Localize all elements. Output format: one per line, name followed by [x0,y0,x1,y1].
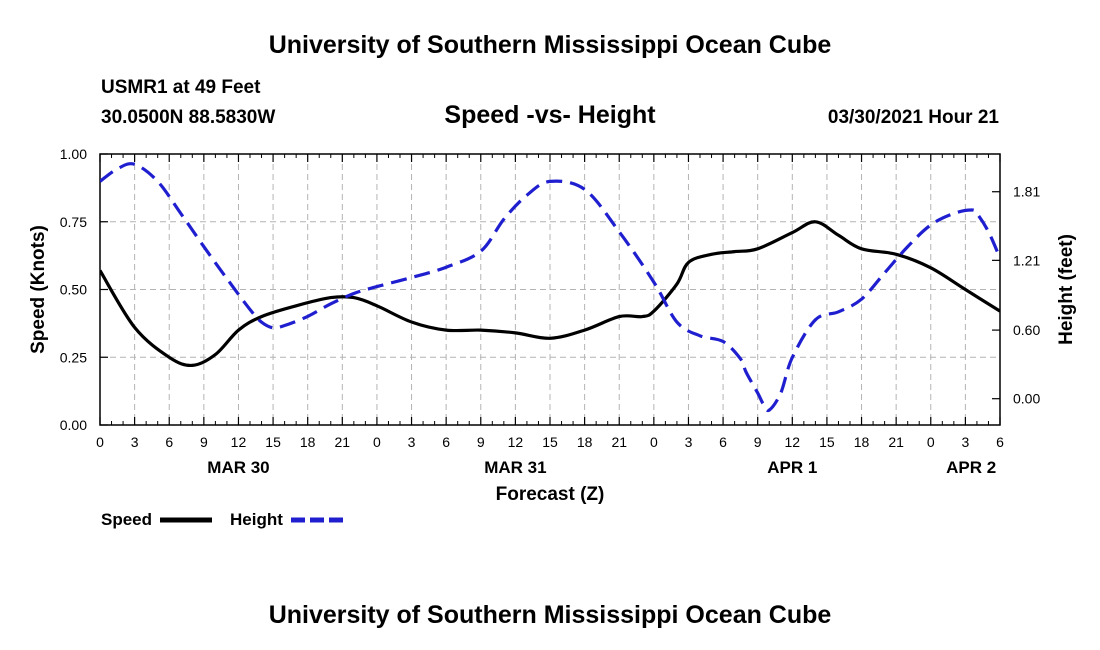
series-line-speed [100,220,1000,368]
y-axis-label: Speed (Knots) [28,225,49,354]
x-tick-label: 15 [265,434,281,450]
x-tick-label: 6 [442,434,450,450]
legend-height-label: Height [230,510,283,529]
x-tick-label: 9 [477,434,485,450]
x-tick-label: 12 [231,434,247,450]
x-tick-label: 21 [888,434,904,450]
x-tick-label: 6 [165,434,173,450]
x-tick-label: 0 [927,434,935,450]
x-tick-label: 12 [785,434,801,450]
datetime-label: 03/30/2021 Hour 21 [827,107,999,128]
x-tick-label: 15 [542,434,558,450]
x-tick-label: 18 [854,434,870,450]
x-tick-label: 3 [961,434,969,450]
y-tick-label: 1.00 [60,146,87,162]
x-tick-label: 21 [611,434,627,450]
x-axis-label: Forecast (Z) [496,484,605,505]
y-tick-label: 0.25 [60,349,87,365]
date-label: APR 2 [946,458,996,477]
footer-title: University of Southern Mississippi Ocean… [268,601,832,629]
date-label: APR 1 [767,458,817,477]
legend-speed-label: Speed [101,510,153,529]
x-tick-label: 3 [131,434,139,450]
y-right-axis-label: Height (feet) [1056,234,1077,345]
y-tick-label: 0.00 [60,417,87,433]
date-label: MAR 31 [484,458,546,477]
x-tick-label: 18 [577,434,593,450]
chart-subtitle: Speed -vs- Height [444,101,656,129]
series-line-height [100,162,1000,413]
y-right-tick-label: 0.00 [1013,391,1040,407]
y-tick-label: 0.50 [60,282,87,298]
x-tick-label: 15 [819,434,835,450]
x-tick-label: 9 [200,434,208,450]
coordinates-label: 30.0500N 88.5830W [101,107,276,128]
y-right-tick-label: 1.81 [1013,184,1040,200]
date-label: MAR 30 [207,458,269,477]
x-tick-label: 18 [300,434,316,450]
x-tick-label: 0 [373,434,381,450]
y-right-tick-label: 1.21 [1013,252,1040,268]
y-tick-label: 0.75 [60,214,87,230]
x-tick-label: 0 [650,434,658,450]
chart-title: University of Southern Mississippi Ocean… [268,31,832,59]
x-tick-label: 6 [719,434,727,450]
x-tick-label: 0 [96,434,104,450]
x-tick-label: 9 [754,434,762,450]
station-label: USMR1 at 49 Feet [101,77,261,98]
x-tick-label: 6 [996,434,1004,450]
x-tick-label: 3 [685,434,693,450]
x-tick-label: 12 [508,434,524,450]
x-tick-label: 21 [335,434,351,450]
y-right-tick-label: 0.60 [1013,322,1040,338]
x-tick-label: 3 [408,434,416,450]
